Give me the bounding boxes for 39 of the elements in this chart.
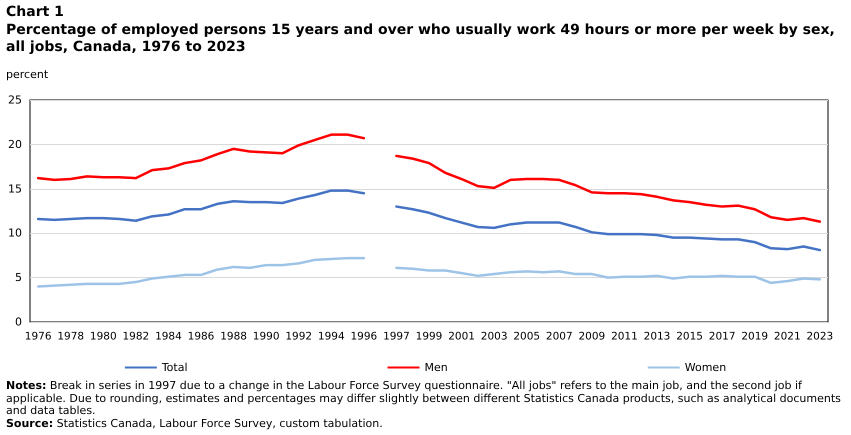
x-tick-label: 2021: [774, 330, 801, 342]
x-tick-label: 2005: [513, 330, 540, 342]
x-tick-label: 2007: [546, 330, 573, 342]
x-tick-label: 1980: [90, 330, 117, 342]
x-tick-label: 1997: [383, 330, 410, 342]
source-note: Source: Statistics Canada, Labour Force Survey, custom tabulation.: [6, 416, 384, 430]
x-tick-label: 1992: [285, 330, 312, 342]
x-tick-label: 1986: [188, 330, 215, 342]
y-tick-label: 0: [15, 316, 22, 328]
x-tick-label: 1990: [252, 330, 280, 342]
text: Notes: Break in series in 1997 due to a change in the Labour Force Survey questionnaire. "All jobs" refers to the main job, and the second job if applicable. Due to rounding, estimates and percentages may differ slightly between different Statistics Canada products, such as analytical documents and data tables.: [6, 379, 841, 418]
y-axis-title: percent: [6, 68, 48, 81]
x-tick-label: 2001: [448, 330, 475, 342]
y-tick-label: 25: [8, 94, 22, 106]
y-tick-label: 20: [8, 138, 22, 151]
legend-label: Total: [160, 361, 188, 374]
x-tick-label: 1996: [350, 330, 378, 342]
y-tick-label: 5: [15, 271, 22, 284]
x-tick-label: 1994: [318, 330, 345, 342]
x-tick-label: 2023: [806, 330, 834, 342]
x-tick-label: 1999: [416, 330, 442, 342]
legend-label: Men: [424, 361, 448, 374]
x-tick-label: 2019: [741, 330, 768, 342]
x-tick-label: 1978: [57, 330, 84, 342]
x-tick-label: 1988: [220, 330, 247, 342]
x-tick-label: 2015: [676, 330, 703, 342]
x-tick-label: 1984: [155, 330, 182, 342]
y-tick-label: 10: [8, 226, 22, 240]
x-tick-label: 2013: [644, 330, 670, 342]
y-tick-label: 15: [8, 182, 22, 196]
x-tick-label: 2009: [578, 330, 606, 342]
x-tick-label: 1976: [24, 330, 52, 342]
x-tick-label: 2011: [611, 330, 638, 342]
chart-subtitle: Percentage of employed persons 15 years and over who usually work 49 hours or more per week by sex, all jobs, Canada, 1976 to 2023: [6, 22, 836, 56]
legend-label: Women: [684, 361, 726, 374]
chart-title: Chart 1: [6, 4, 64, 21]
x-tick-label: 1982: [122, 330, 150, 342]
x-tick-label: 2003: [480, 330, 508, 342]
x-tick-label: 2017: [708, 330, 736, 342]
